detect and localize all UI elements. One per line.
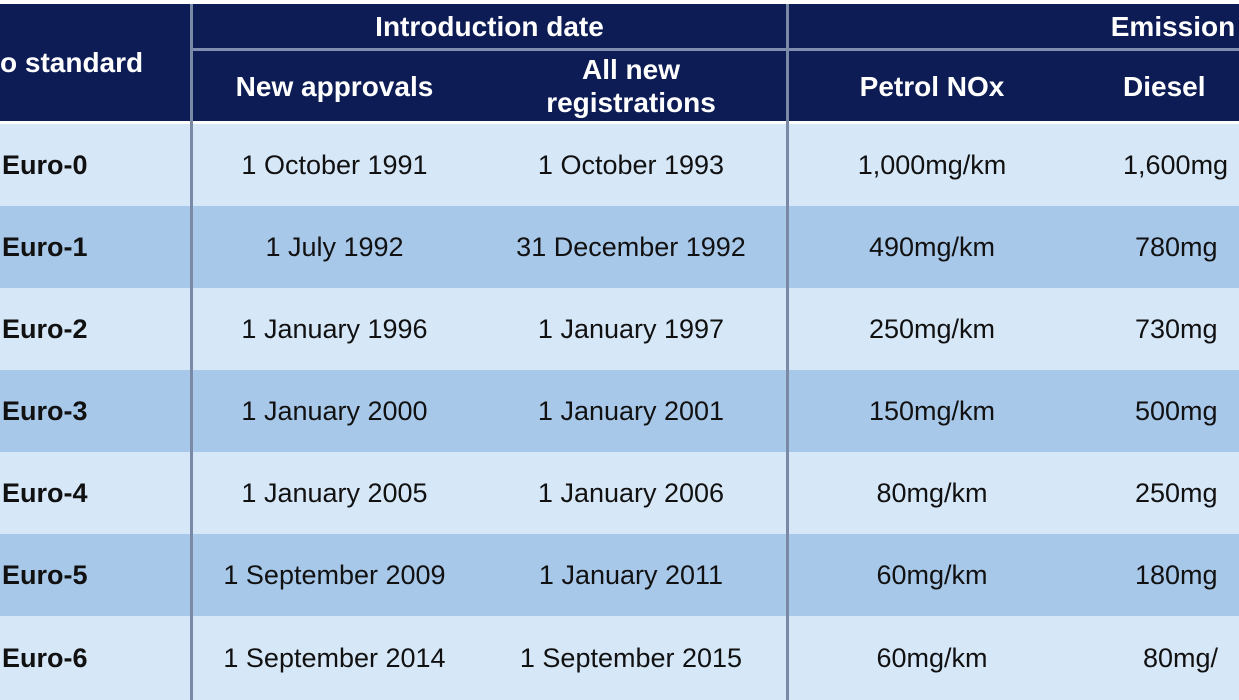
cell-diesel: 250mg [1135,477,1218,508]
cell-diesel: 780mg [1135,231,1218,262]
header-introduction-date-label: Introduction date [375,10,604,42]
table-row-all-new: 1 January 1997 [476,288,786,370]
cell-diesel: 500mg [1135,395,1218,426]
cell-standard: Euro-5 [2,559,88,590]
table-row-new-approvals: 1 September 2009 [193,534,476,616]
cell-standard: Euro-6 [2,642,88,673]
table-row-diesel: 180mg [1075,534,1239,616]
cell-standard: Euro-0 [2,149,88,180]
cell-petrol: 80mg/km [876,477,988,508]
header-all-new-registrations: All new registrations [476,51,786,121]
cell-petrol: 490mg/km [868,231,996,262]
cell-diesel: 730mg [1135,313,1218,344]
cell-petrol: 250mg/km [868,313,996,344]
table-row-all-new: 1 September 2015 [476,616,786,700]
table-row-petrol: 490mg/km [789,206,1075,288]
column-divider [190,4,193,700]
cell-new-approvals: 1 January 2005 [241,477,428,508]
table-row-standard: Euro-1 [0,206,190,288]
cell-standard: Euro-1 [2,231,88,262]
table-row-petrol: 1,000mg/km [789,124,1075,206]
table-row-standard: Euro-0 [0,124,190,206]
table-row-diesel: 1,600mg [1075,124,1239,206]
cell-all-new: 1 September 2015 [519,642,743,673]
table-row-standard: Euro-3 [0,370,190,452]
header-petrol-nox-label: Petrol NOx [859,70,1005,102]
cell-new-approvals: 1 September 2009 [223,559,446,590]
table-row-standard: Euro-4 [0,452,190,534]
header-euro-standard: o standard [0,4,190,121]
header-emissions: Emission [789,4,1239,48]
header-all-new-line2: registrations [546,87,716,118]
table-row-diesel: 730mg [1075,288,1239,370]
header-emissions-label: Emission [1110,10,1236,42]
cell-standard: Euro-4 [2,477,88,508]
table-row-new-approvals: 1 January 2005 [193,452,476,534]
cell-petrol: 1,000mg/km [857,149,1007,180]
table-row-petrol: 60mg/km [789,534,1075,616]
table-row-new-approvals: 1 September 2014 [193,616,476,700]
table-row-new-approvals: 1 July 1992 [193,206,476,288]
table-row-standard: Euro-6 [0,616,190,700]
table-row-diesel: 500mg [1075,370,1239,452]
table-row-diesel: 80mg/ [1075,616,1239,700]
table-row-new-approvals: 1 January 2000 [193,370,476,452]
header-euro-standard-label: o standard [0,47,144,78]
header-new-approvals-label: New approvals [235,70,434,102]
cell-all-new: 1 October 1993 [537,149,725,180]
header-diesel-nox: Diesel [1075,51,1239,121]
cell-new-approvals: 1 October 1991 [241,149,428,180]
cell-petrol: 60mg/km [876,559,988,590]
table-row-all-new: 1 January 2011 [476,534,786,616]
table-row-petrol: 80mg/km [789,452,1075,534]
table-row-standard: Euro-5 [0,534,190,616]
table-row-diesel: 250mg [1075,452,1239,534]
cell-new-approvals: 1 September 2014 [223,642,446,673]
table-row-petrol: 250mg/km [789,288,1075,370]
header-introduction-date: Introduction date [193,4,786,48]
cell-diesel: 1,600mg [1123,149,1229,180]
header-all-new-line1: All new [581,54,680,85]
cell-petrol: 150mg/km [868,395,996,426]
column-divider [786,4,789,700]
table-row-petrol: 60mg/km [789,616,1075,700]
table-row-all-new: 1 January 2001 [476,370,786,452]
table-row-all-new: 31 December 1992 [476,206,786,288]
header-separator [193,48,786,51]
cell-diesel: 180mg [1135,559,1218,590]
cell-all-new: 31 December 1992 [516,231,746,262]
header-petrol-nox: Petrol NOx [789,51,1075,121]
top-strip [0,0,1239,4]
table-row-all-new: 1 January 2006 [476,452,786,534]
cell-all-new: 1 January 2011 [538,559,724,590]
table-row-new-approvals: 1 October 1991 [193,124,476,206]
table-row-standard: Euro-2 [0,288,190,370]
cell-petrol: 60mg/km [876,642,988,673]
cell-all-new: 1 January 2006 [537,477,725,508]
table-row-all-new: 1 October 1993 [476,124,786,206]
cell-standard: Euro-2 [2,313,88,344]
cell-standard: Euro-3 [2,395,88,426]
cell-new-approvals: 1 January 2000 [241,395,428,426]
header-new-approvals: New approvals [193,51,476,121]
cell-all-new: 1 January 2001 [537,395,725,426]
header-separator [789,48,1239,51]
cell-diesel: 80mg/ [1143,642,1219,673]
header-diesel-nox-label: Diesel [1123,70,1206,102]
table-row-diesel: 780mg [1075,206,1239,288]
table-row-petrol: 150mg/km [789,370,1075,452]
cell-all-new: 1 January 1997 [537,313,725,344]
cell-new-approvals: 1 July 1992 [265,231,404,262]
cell-new-approvals: 1 January 1996 [241,313,428,344]
table-row-new-approvals: 1 January 1996 [193,288,476,370]
